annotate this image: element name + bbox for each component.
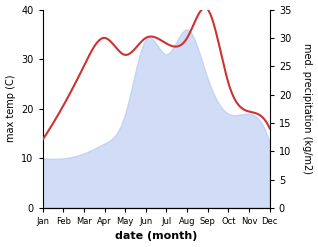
X-axis label: date (month): date (month): [115, 231, 197, 242]
Y-axis label: max temp (C): max temp (C): [5, 75, 16, 143]
Y-axis label: med. precipitation (kg/m2): med. precipitation (kg/m2): [302, 43, 313, 174]
